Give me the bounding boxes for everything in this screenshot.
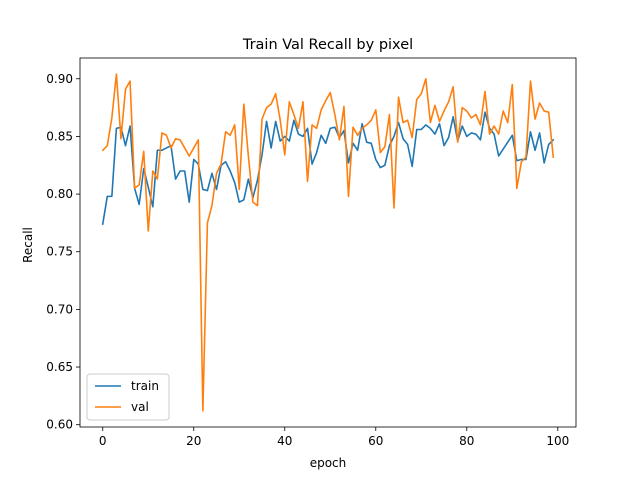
y-tick-label: 0.80 [46, 187, 73, 201]
x-axis-title: epoch [310, 456, 347, 470]
y-tick-label: 0.85 [46, 129, 73, 143]
axes-frame [79, 57, 577, 428]
series-line-train [101, 111, 555, 225]
x-tick-label: 100 [546, 434, 569, 448]
series-line-val [101, 73, 555, 412]
y-tick-label: 0.70 [46, 302, 73, 316]
chart-title: Train Val Recall by pixel [242, 37, 413, 53]
x-tick-label: 40 [277, 434, 292, 448]
legend-label-val: val [131, 400, 149, 414]
y-tick-label: 0.90 [46, 72, 73, 86]
x-tick-label: 80 [459, 434, 474, 448]
y-tick-label: 0.65 [46, 360, 73, 374]
legend-label-train: train [131, 379, 159, 393]
x-tick-label: 0 [99, 434, 107, 448]
y-axis-title: Recall [21, 227, 35, 263]
y-tick-label: 0.60 [46, 418, 73, 432]
x-axis: 0 20 40 60 80 100 [99, 427, 569, 448]
y-axis: 0.60 0.65 0.70 0.75 0.80 0.85 0.90 [46, 72, 80, 432]
x-tick-label: 60 [368, 434, 383, 448]
series-layer [101, 73, 555, 412]
y-tick-label: 0.75 [46, 245, 73, 259]
x-tick-label: 20 [186, 434, 201, 448]
legend: train val [86, 373, 170, 421]
